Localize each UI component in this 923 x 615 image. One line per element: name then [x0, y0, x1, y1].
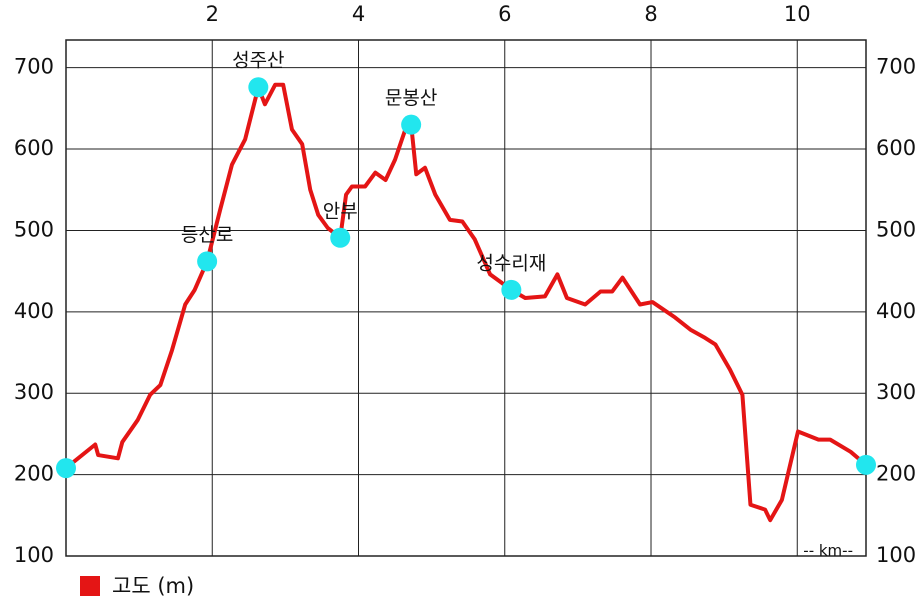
waypoint-label: 등산로: [181, 224, 233, 246]
legend-swatch: [80, 576, 100, 596]
y2-tick-label: 300: [876, 380, 916, 404]
y2-tick-label: 700: [876, 55, 916, 79]
legend-label: 고도 (m): [112, 574, 194, 598]
y2-tick-label: 100: [876, 543, 916, 567]
x-tick-label: 10: [784, 2, 811, 26]
y-tick-label: 700: [14, 55, 54, 79]
plot-frame: [65, 39, 867, 557]
waypoint-label: 성주산: [232, 50, 284, 72]
waypoint-label: 안부: [323, 200, 358, 222]
waypoint-marker: [501, 279, 522, 300]
waypoint-marker: [330, 227, 351, 248]
waypoint-marker: [197, 251, 218, 272]
y-tick-label: 400: [14, 299, 54, 323]
y2-tick-label: 500: [876, 217, 916, 241]
x-tick-label: 2: [206, 2, 219, 26]
x-tick-label: 4: [352, 2, 365, 26]
y2-tick-label: 200: [876, 462, 916, 486]
waypoint-marker: [56, 458, 76, 479]
y-tick-label: 300: [14, 380, 54, 404]
y-tick-label: 200: [14, 462, 54, 486]
waypoint-marker: [248, 77, 269, 98]
y2-tick-label: 400: [876, 299, 916, 323]
x-tick-label: 6: [498, 2, 511, 26]
y-tick-label: 100: [14, 543, 54, 567]
waypoint-label: 성수리재: [476, 252, 546, 274]
y-tick-label: 600: [14, 136, 54, 160]
elevation-line: [64, 82, 868, 523]
waypoint-marker: [401, 114, 422, 135]
x-axis-label: -- km--: [803, 542, 853, 560]
y-tick-label: 500: [14, 217, 54, 241]
y2-tick-label: 600: [876, 136, 916, 160]
waypoint-label: 문봉산: [385, 87, 437, 109]
waypoint-marker: [856, 454, 876, 475]
x-tick-label: 8: [644, 2, 657, 26]
